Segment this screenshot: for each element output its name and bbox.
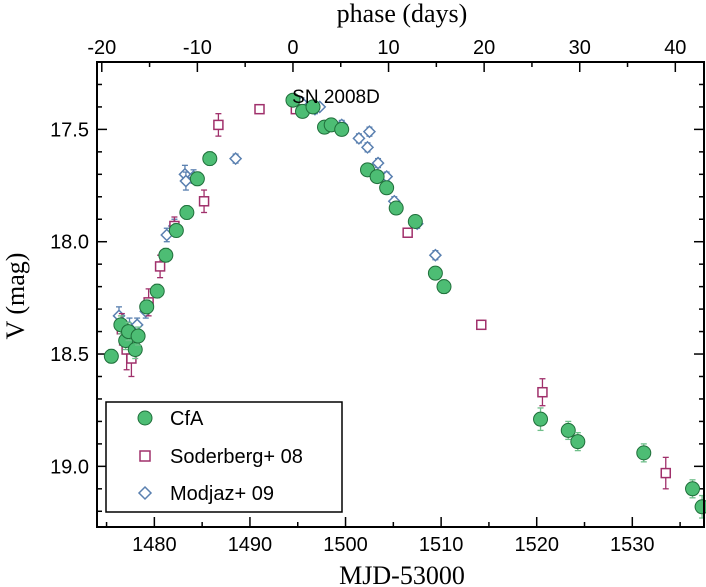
phase-axis-title: phase (days)	[337, 0, 468, 28]
modjaz-point	[360, 140, 375, 154]
cfa-point	[158, 247, 174, 263]
cfa-point	[369, 169, 385, 185]
soderberg-point	[476, 319, 487, 331]
phase-tick-label: -10	[183, 37, 212, 59]
cfa-point	[168, 222, 184, 238]
phase-tick-label: -20	[87, 37, 116, 59]
phase-tick-label: 20	[473, 37, 495, 59]
tick-labels: 1480 1490 1500 1510 1520 1530 -20 -10 0 10 20 30 40 1…	[50, 37, 686, 556]
x-tick-label: 1490	[228, 534, 273, 556]
phase-tick-label: 40	[664, 37, 686, 59]
phase-tick-label: 0	[287, 37, 298, 59]
legend-label-modjaz: Modjaz+ 09	[170, 483, 274, 505]
phase-tick-label: 30	[569, 37, 591, 59]
y-tick-label: 18.5	[50, 344, 89, 366]
cfa-point	[149, 283, 165, 299]
y-axis-title: V (mag)	[1, 253, 30, 340]
legend-marker-cfa	[137, 410, 153, 426]
modjaz-point	[371, 156, 385, 170]
cfa-point	[189, 171, 205, 187]
cfa-point	[305, 99, 321, 115]
legend-label-cfa: CfA	[170, 408, 204, 430]
cfa-point	[202, 151, 218, 167]
y-tick-label: 17.5	[50, 119, 89, 141]
x-tick-label: 1480	[132, 534, 177, 556]
legend: CfA Soderberg+ 08 Modjaz+ 09	[105, 401, 343, 513]
soderberg-point	[154, 261, 166, 272]
modjaz-point	[362, 125, 376, 139]
cfa-point	[427, 265, 443, 281]
soderberg-point	[402, 227, 413, 238]
cfa-point	[179, 205, 195, 221]
cfa-point	[334, 121, 350, 137]
x-axis-title: MJD-53000	[339, 561, 465, 587]
soderberg-point	[660, 467, 672, 479]
cfa-point	[130, 328, 146, 344]
sn-annotation: SN 2008D	[292, 87, 380, 108]
modjaz-point	[179, 174, 193, 188]
cfa-point	[103, 348, 119, 364]
plot-frame	[96, 61, 705, 528]
phase-tick-label: 10	[377, 37, 399, 59]
cfa-point	[407, 213, 423, 229]
cfa-point	[636, 445, 652, 461]
cfa-point	[533, 411, 549, 427]
x-tick-label: 1520	[514, 534, 559, 556]
cfa-point	[285, 92, 301, 108]
soderberg-point	[254, 103, 265, 115]
x-tick-label: 1510	[419, 534, 464, 556]
x-tick-label: 1530	[610, 534, 655, 556]
soderberg-point	[198, 196, 210, 207]
legend-marker-modjaz	[137, 485, 153, 501]
y-tick-label: 19.0	[50, 456, 89, 478]
modjaz-point	[428, 248, 442, 262]
cfa-point	[560, 422, 576, 438]
cfa-point	[570, 434, 586, 450]
cfa-point	[388, 200, 404, 216]
legend-marker-soderberg	[139, 450, 151, 462]
cfa-point	[139, 299, 155, 315]
modjaz-point	[352, 131, 366, 145]
cfa-point	[436, 279, 452, 295]
cfa-point	[685, 481, 701, 497]
soderberg-point	[537, 386, 548, 398]
y-tick-label: 18.0	[50, 232, 89, 254]
modjaz-point	[229, 152, 243, 166]
data-points	[103, 92, 706, 519]
legend-label-soderberg: Soderberg+ 08	[170, 446, 303, 468]
x-tick-label: 1500	[323, 534, 368, 556]
soderberg-point	[213, 119, 224, 131]
cfa-point	[379, 180, 395, 196]
